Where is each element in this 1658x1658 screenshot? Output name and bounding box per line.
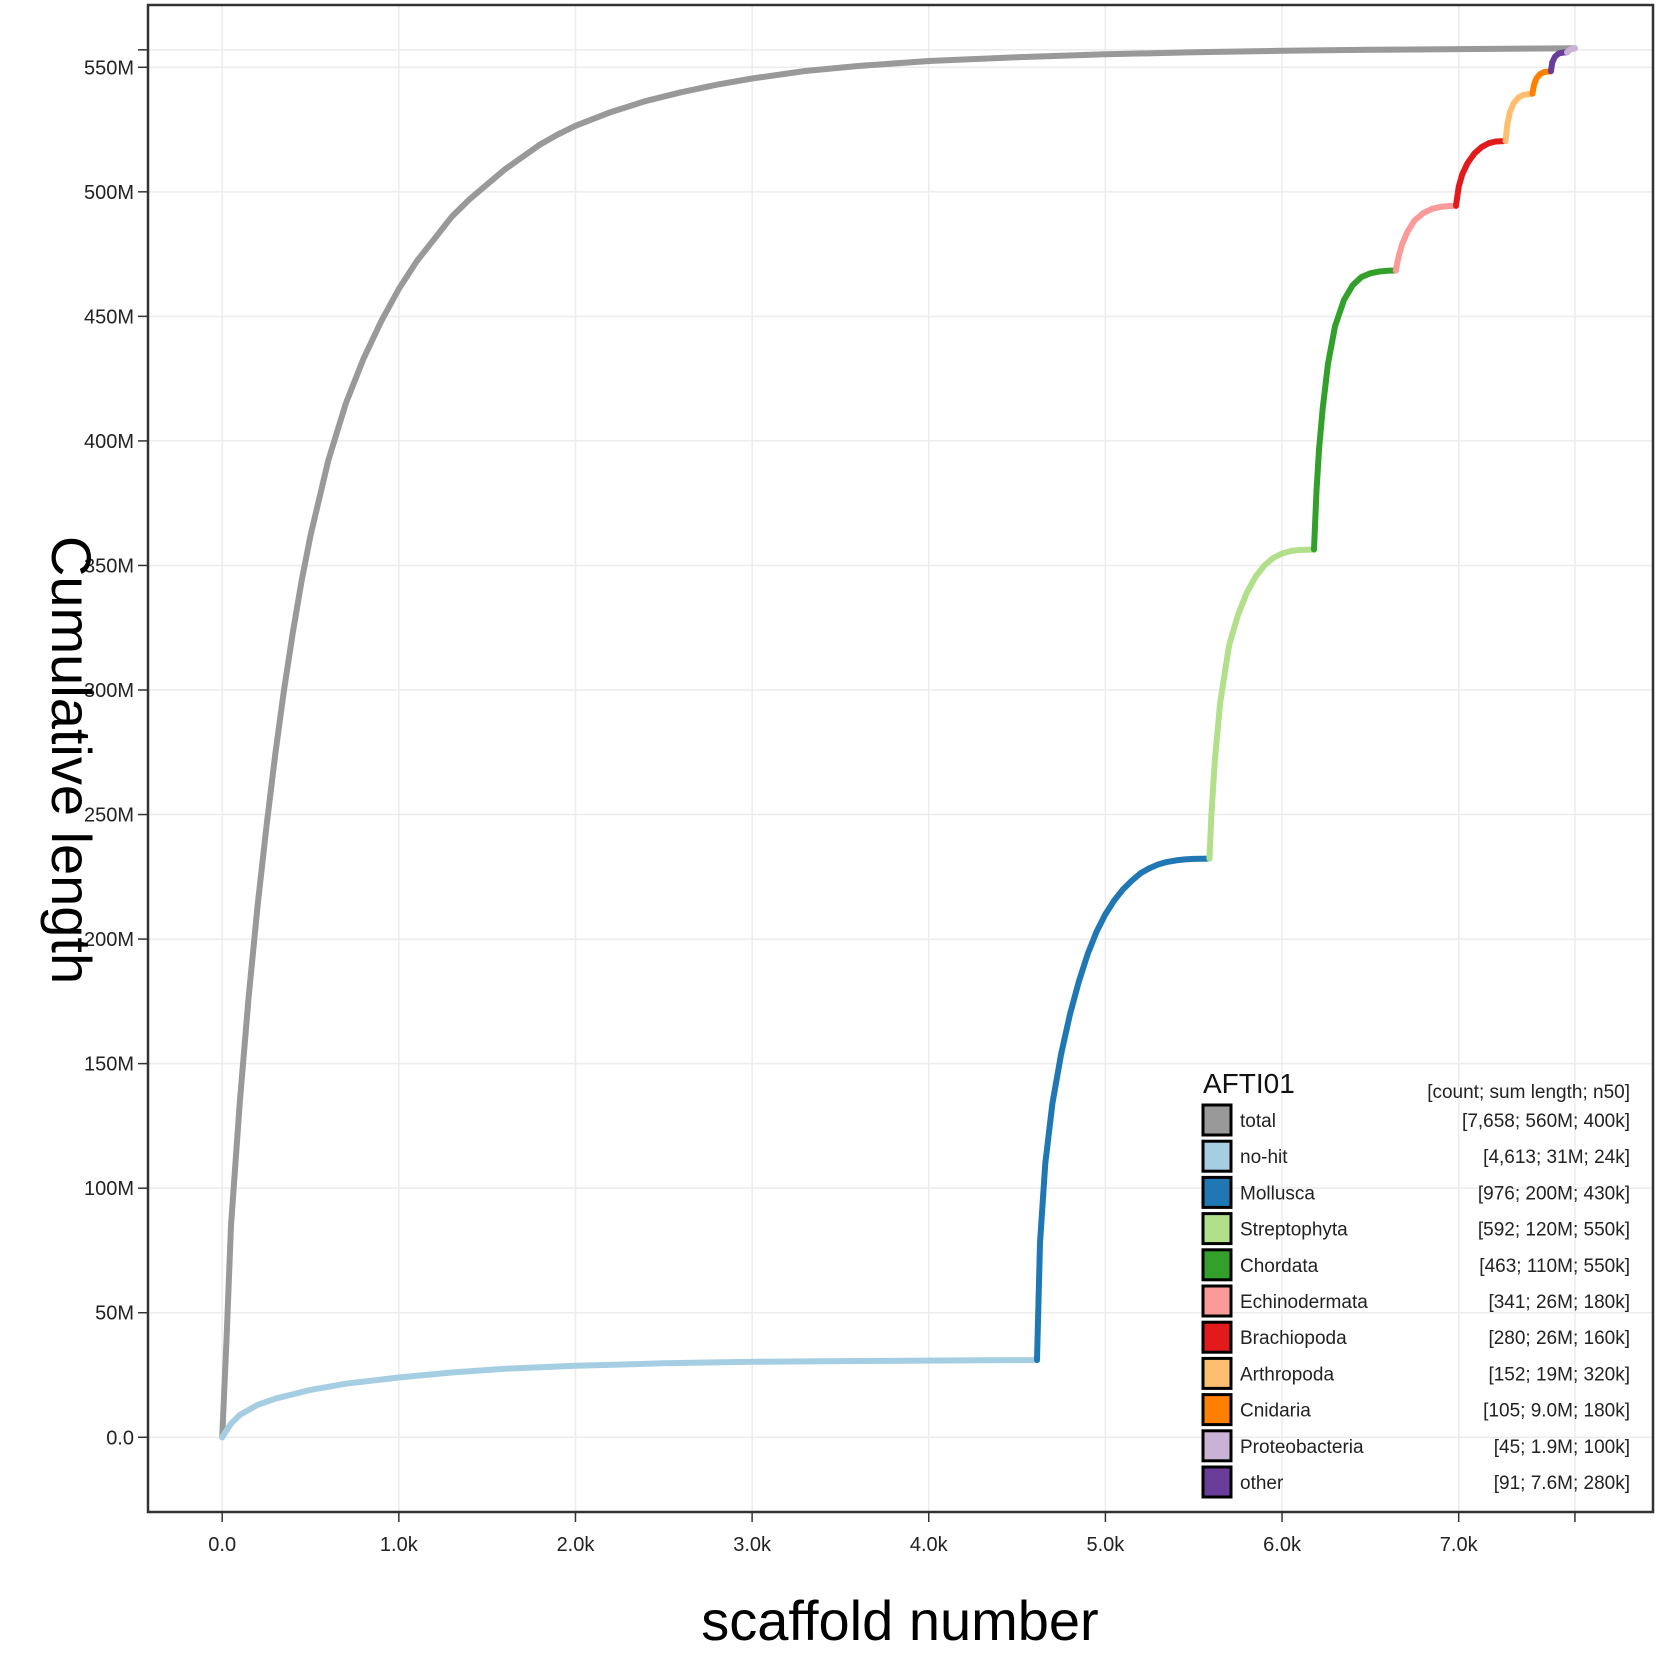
legend-stats-proteobacteria: [45; 1.9M; 100k] bbox=[1494, 1437, 1630, 1458]
y-axis: 0.0 50M 100M 150M 200M 250M 300M 350M 400M 450M 50… bbox=[84, 49, 148, 1449]
legend-stats-cnidaria: [105; 9.0M; 180k] bbox=[1483, 1401, 1630, 1422]
grid-lines bbox=[148, 5, 1653, 1512]
y-tick-label: 250M bbox=[84, 805, 134, 827]
legend-swatch-no-hit bbox=[1201, 1139, 1233, 1173]
legend-label-chordata: Chordata bbox=[1240, 1256, 1319, 1277]
y-tick-label: 500M bbox=[84, 182, 134, 204]
legend-label-arthropoda: Arthropoda bbox=[1240, 1364, 1334, 1385]
y-tick-label: 400M bbox=[84, 431, 134, 453]
legend-swatch-brachiopoda bbox=[1201, 1320, 1233, 1354]
x-tick-label: 1.0k bbox=[380, 1534, 419, 1556]
legend-stats-chordata: [463; 110M; 550k] bbox=[1479, 1256, 1630, 1277]
legend-swatch-arthropoda bbox=[1201, 1356, 1233, 1390]
legend-title: AFTI01 bbox=[1203, 1068, 1295, 1099]
legend-swatch-streptophyta bbox=[1201, 1212, 1233, 1246]
y-tick-label: 150M bbox=[84, 1054, 134, 1076]
x-tick-label: 0.0 bbox=[208, 1534, 236, 1556]
x-axis: 0.0 1.0k 2.0k 3.0k 4.0k 5.0k 6.0k 7.0k bbox=[208, 1512, 1576, 1556]
legend-swatch-chordata bbox=[1201, 1248, 1233, 1282]
series-line-other bbox=[1547, 49, 1570, 75]
y-tick-label: 450M bbox=[84, 306, 134, 328]
legend-label-cnidaria: Cnidaria bbox=[1240, 1401, 1311, 1422]
y-tick-label: 350M bbox=[84, 555, 134, 577]
series-line-total bbox=[219, 45, 1578, 1441]
x-tick-label: 5.0k bbox=[1086, 1534, 1125, 1556]
series-line-brachiopoda bbox=[1453, 138, 1509, 209]
series-line-cnidaria bbox=[1529, 68, 1554, 97]
legend-stats-brachiopoda: [280; 26M; 160k] bbox=[1488, 1328, 1630, 1349]
legend-header: [count; sum length; n50] bbox=[1427, 1082, 1630, 1103]
legend-swatch-total bbox=[1201, 1103, 1233, 1137]
series-line-arthropoda bbox=[1502, 90, 1536, 144]
series-line-chordata bbox=[1311, 267, 1399, 553]
legend-items: total [7,658; 560M; 400k] no-hit [4,613; 31… bbox=[1201, 1103, 1630, 1499]
series-line-mollusca bbox=[1034, 855, 1213, 1364]
series-line-echinodermata bbox=[1392, 202, 1459, 274]
x-tick-label: 3.0k bbox=[733, 1534, 772, 1556]
legend-stats-arthropoda: [152; 19M; 320k] bbox=[1488, 1364, 1630, 1385]
legend-swatch-other bbox=[1201, 1465, 1233, 1499]
legend: AFTI01 [count; sum length; n50] total [7,… bbox=[1201, 1068, 1630, 1499]
plot-frame bbox=[146, 3, 1655, 1514]
y-tick-label: 0.0 bbox=[106, 1427, 134, 1449]
y-tick-label: 50M bbox=[95, 1303, 134, 1325]
legend-label-streptophyta: Streptophyta bbox=[1240, 1220, 1348, 1241]
legend-stats-other: [91; 7.6M; 280k] bbox=[1494, 1473, 1630, 1494]
x-tick-label: 4.0k bbox=[910, 1534, 949, 1556]
legend-swatch-mollusca bbox=[1201, 1175, 1233, 1209]
legend-stats-no-hit: [4,613; 31M; 24k] bbox=[1483, 1147, 1630, 1168]
series-line-streptophyta bbox=[1206, 546, 1317, 862]
x-tick-label: 2.0k bbox=[557, 1534, 596, 1556]
x-tick-label: 7.0k bbox=[1440, 1534, 1479, 1556]
legend-swatch-cnidaria bbox=[1201, 1393, 1233, 1427]
x-axis-title: scaffold number bbox=[701, 1589, 1098, 1652]
y-tick-label: 100M bbox=[84, 1178, 134, 1200]
y-axis-title: Cumulative length bbox=[40, 536, 103, 984]
legend-label-brachiopoda: Brachiopoda bbox=[1240, 1328, 1347, 1349]
series-line-proteobacteria bbox=[1564, 45, 1578, 56]
legend-label-total: total bbox=[1240, 1111, 1276, 1132]
series-line-no-hit bbox=[219, 1357, 1040, 1441]
y-tick-label: 300M bbox=[84, 680, 134, 702]
legend-stats-echinodermata: [341; 26M; 180k] bbox=[1488, 1292, 1630, 1313]
legend-label-mollusca: Mollusca bbox=[1240, 1183, 1315, 1204]
legend-label-other: other bbox=[1240, 1473, 1284, 1494]
legend-stats-total: [7,658; 560M; 400k] bbox=[1462, 1111, 1630, 1132]
legend-label-no-hit: no-hit bbox=[1240, 1147, 1288, 1168]
legend-swatch-echinodermata bbox=[1201, 1284, 1233, 1318]
x-tick-label: 6.0k bbox=[1263, 1534, 1302, 1556]
legend-stats-mollusca: [976; 200M; 430k] bbox=[1478, 1183, 1630, 1204]
legend-label-proteobacteria: Proteobacteria bbox=[1240, 1437, 1364, 1458]
y-tick-label: 550M bbox=[84, 57, 134, 79]
legend-label-echinodermata: Echinodermata bbox=[1240, 1292, 1368, 1313]
series-lines bbox=[219, 45, 1578, 1441]
legend-stats-streptophyta: [592; 120M; 550k] bbox=[1478, 1220, 1630, 1241]
y-tick-label: 200M bbox=[84, 929, 134, 951]
legend-swatch-proteobacteria bbox=[1201, 1429, 1233, 1463]
